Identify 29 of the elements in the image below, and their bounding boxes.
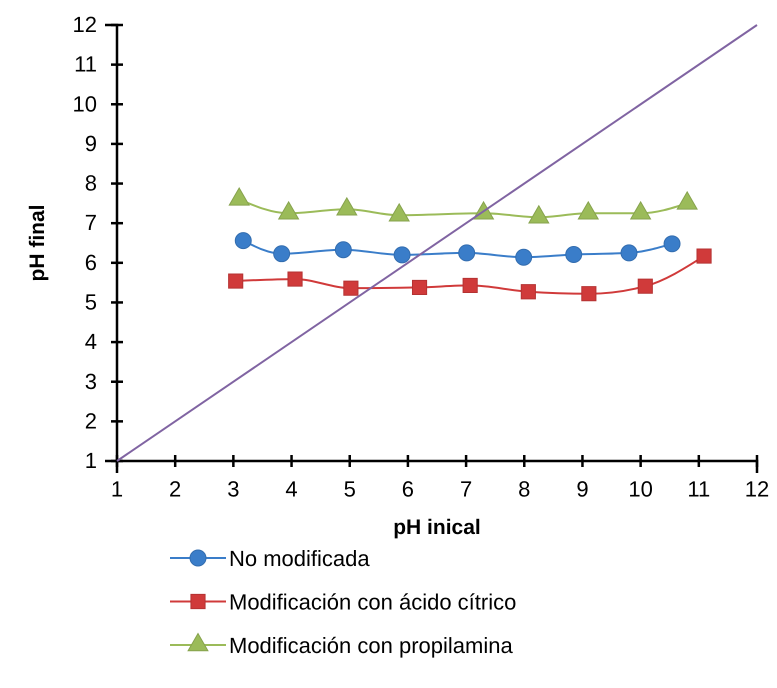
y-tick-label: 3 [84, 368, 97, 394]
legend-label: Modificación con ácido cítrico [229, 590, 516, 614]
x-tick-label: 10 [628, 476, 653, 502]
y-tick-label: 4 [84, 329, 97, 354]
x-tick-label: 12 [744, 476, 770, 502]
x-tick-label: 11 [687, 476, 710, 502]
y-tick-label: 2 [84, 408, 97, 434]
y-axis-title: pH final [26, 204, 49, 282]
y-tick-label: 6 [84, 250, 97, 275]
y-tick-label: 12 [72, 12, 97, 38]
legend-label: No modificada [229, 546, 370, 571]
x-axis-title: pH inical [393, 516, 481, 539]
x-tick-label: 9 [576, 476, 589, 502]
x-tick-label: 6 [402, 476, 414, 502]
y-tick-label: 7 [84, 210, 97, 236]
x-tick-label: 4 [285, 476, 298, 502]
x-tick-label: 5 [344, 476, 356, 502]
y-tick-label: 9 [84, 130, 97, 156]
x-tick-label: 2 [169, 476, 182, 502]
x-tick-label: 3 [227, 476, 240, 502]
y-tick-label: 5 [84, 289, 97, 314]
y-tick-label: 8 [84, 170, 97, 196]
x-tick-label: 1 [110, 476, 124, 502]
x-tick-label: 7 [460, 476, 472, 502]
legend-label: Modificación con propilamina [229, 633, 514, 658]
x-tick-label: 8 [518, 476, 530, 502]
y-tick-label: 1 [84, 448, 97, 474]
y-tick-label: 10 [72, 91, 97, 116]
y-tick-label: 11 [74, 52, 97, 77]
